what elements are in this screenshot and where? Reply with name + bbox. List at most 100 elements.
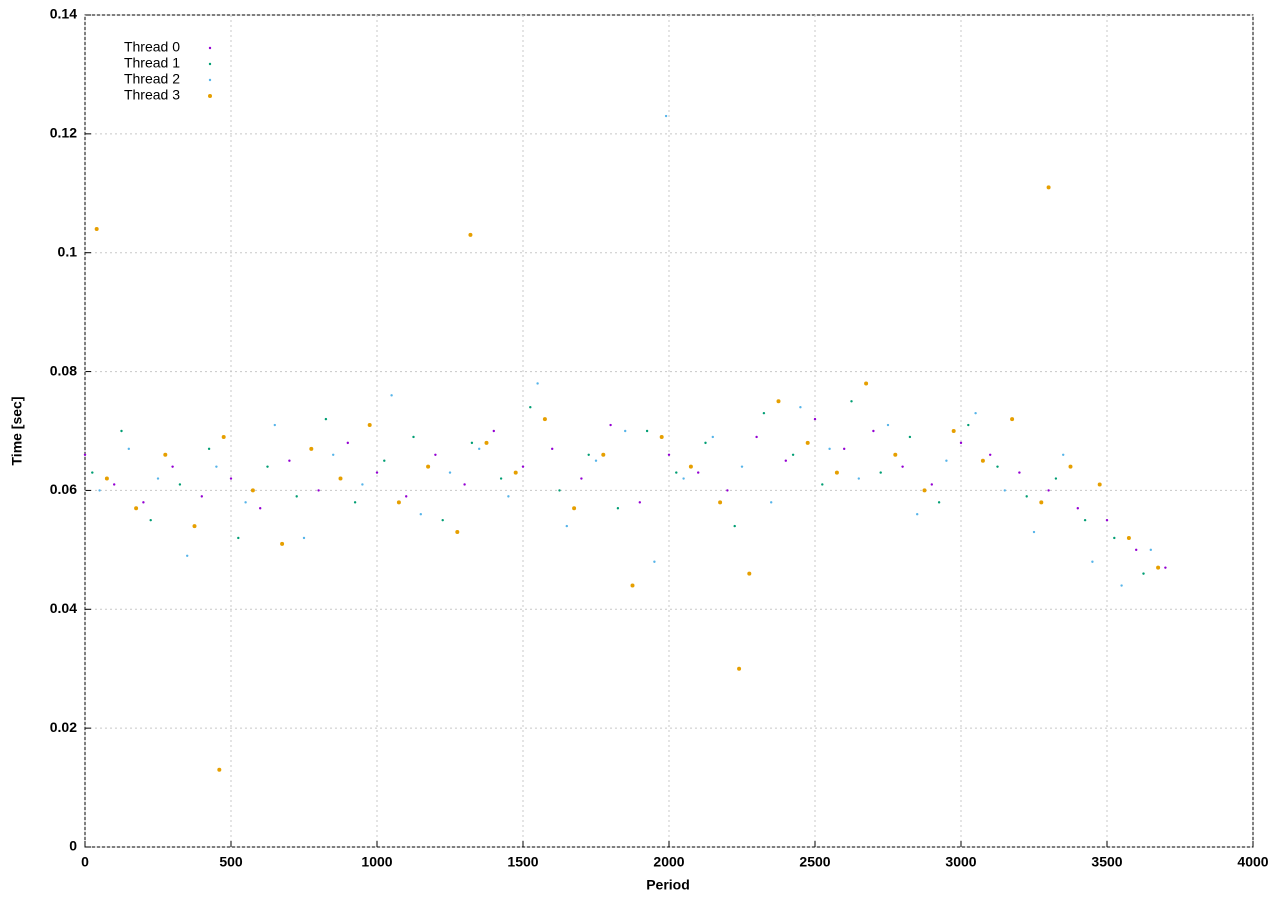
point (667, 453, 671, 456)
point (1135, 548, 1138, 552)
point (367, 423, 372, 428)
point (1105, 518, 1109, 522)
point (542, 417, 547, 422)
x-tick-label: 1500 (507, 854, 538, 870)
legend-marker (208, 78, 212, 82)
y-axis-label: Time [sec] (9, 397, 25, 466)
point (142, 501, 145, 504)
x-tick-label: 4000 (1237, 854, 1268, 870)
point (499, 477, 503, 480)
point (171, 465, 174, 468)
point (813, 417, 817, 421)
point (587, 453, 590, 456)
point (572, 506, 577, 511)
point (843, 447, 846, 451)
point (513, 470, 518, 475)
point (1068, 464, 1073, 469)
point (448, 471, 452, 474)
point (922, 488, 927, 493)
point (740, 465, 744, 468)
point (828, 447, 831, 451)
point (536, 382, 539, 385)
point (805, 440, 810, 445)
point (733, 524, 736, 528)
point (455, 530, 460, 535)
point (390, 394, 393, 397)
point (127, 447, 130, 451)
point (259, 507, 262, 510)
point (864, 381, 869, 386)
point (120, 429, 123, 433)
point (1046, 185, 1051, 190)
point (594, 459, 598, 462)
point (346, 441, 349, 445)
point (980, 458, 985, 463)
point (624, 429, 627, 433)
point (280, 541, 285, 546)
point (178, 483, 182, 486)
point (850, 400, 853, 403)
point (1025, 495, 1028, 498)
point (551, 447, 554, 451)
point (113, 483, 116, 486)
point (601, 452, 606, 457)
point (434, 453, 437, 456)
point (221, 434, 226, 439)
point (1156, 565, 1161, 570)
point (659, 434, 664, 439)
point (217, 767, 222, 772)
point (974, 411, 977, 415)
point (426, 464, 431, 469)
x-tick-label: 500 (219, 854, 243, 870)
point (916, 513, 919, 516)
point (755, 435, 758, 439)
point (688, 464, 693, 469)
point (484, 440, 489, 445)
point (302, 536, 306, 540)
y-tick-label: 0 (69, 838, 77, 854)
point (893, 452, 898, 457)
legend-marker (208, 62, 212, 66)
point (353, 501, 357, 504)
point (1018, 471, 1021, 474)
point (163, 452, 168, 457)
point (996, 465, 999, 468)
point (726, 489, 729, 492)
legend-label: Thread 1 (124, 55, 180, 71)
point (521, 465, 525, 468)
point (580, 477, 583, 480)
point (945, 459, 948, 462)
point (405, 495, 408, 498)
point (361, 483, 364, 486)
y-tick-label: 0.08 (50, 362, 77, 378)
point (784, 459, 787, 462)
point (470, 441, 474, 445)
legend-label: Thread 3 (124, 87, 180, 103)
point (441, 518, 444, 522)
y-tick-label: 0.14 (50, 6, 77, 22)
point (1076, 507, 1080, 510)
point (937, 501, 941, 504)
point (1047, 489, 1050, 492)
point (338, 476, 343, 481)
point (1164, 566, 1167, 569)
point (967, 423, 970, 427)
point (324, 417, 328, 421)
point (91, 471, 94, 474)
point (770, 501, 773, 504)
point (383, 459, 386, 462)
point (375, 471, 379, 474)
point (200, 495, 203, 498)
point (645, 429, 649, 433)
point (675, 471, 678, 474)
point (908, 435, 912, 439)
point (1062, 453, 1065, 456)
point (930, 483, 933, 486)
point (244, 501, 247, 504)
point (266, 465, 269, 468)
point (1039, 500, 1044, 505)
point (288, 459, 291, 462)
point (1120, 584, 1123, 587)
point (762, 411, 766, 415)
